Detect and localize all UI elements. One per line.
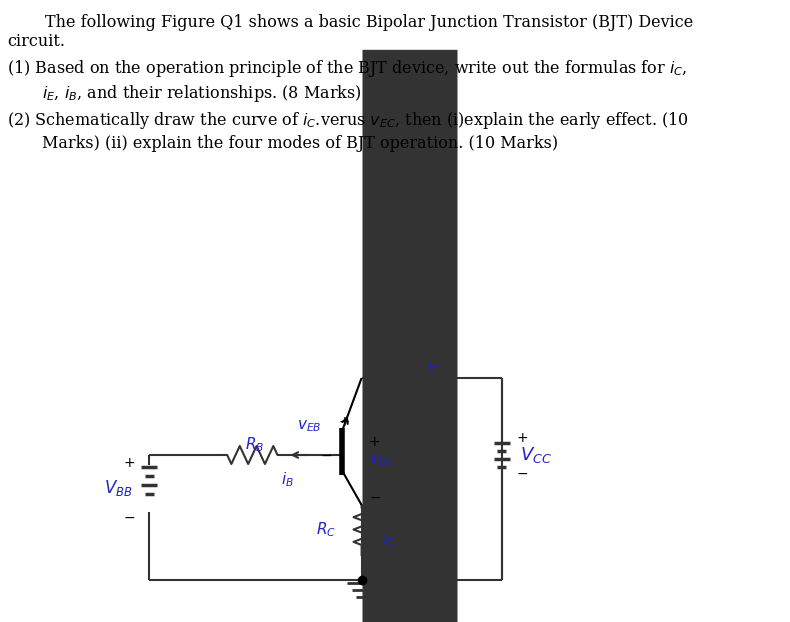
Text: $-$: $-$ [369,490,381,504]
Text: +: + [369,435,381,449]
Text: $-$: $-$ [122,510,135,524]
Text: $i_E$, $i_B$, and their relationships. (8 Marks): $i_E$, $i_B$, and their relationships. (… [42,83,361,104]
Text: $i_B$: $i_B$ [281,470,294,489]
Text: (2) Schematically draw the curve of $i_C$.verus $v_{EC}$, then (i)explain the ea: (2) Schematically draw the curve of $i_C… [7,110,689,131]
Text: $v_{EC}$: $v_{EC}$ [369,452,394,468]
Text: (1) Based on the operation principle of the BJT device, write out the formulas f: (1) Based on the operation principle of … [7,58,687,79]
Text: $-$: $-$ [320,448,333,462]
Text: +: + [516,431,528,445]
Text: Marks) (ii) explain the four modes of BJT operation. (10 Marks): Marks) (ii) explain the four modes of BJ… [42,135,558,152]
Text: $v_{EB}$: $v_{EB}$ [297,418,322,434]
Text: $i_E$: $i_E$ [427,358,440,377]
Text: $V_{CC}$: $V_{CC}$ [520,445,551,465]
Text: $V_{BB}$: $V_{BB}$ [104,478,133,498]
Text: $R_B$: $R_B$ [246,435,265,453]
Text: circuit.: circuit. [7,33,66,50]
Text: $-$: $-$ [516,466,529,480]
Text: +: + [339,415,350,429]
Text: The following Figure Q1 shows a basic Bipolar Junction Transistor (BJT) Device: The following Figure Q1 shows a basic Bi… [45,14,694,31]
Text: +: + [123,456,135,470]
Text: $R_C$: $R_C$ [316,521,337,539]
Text: $i_C$: $i_C$ [382,531,395,549]
